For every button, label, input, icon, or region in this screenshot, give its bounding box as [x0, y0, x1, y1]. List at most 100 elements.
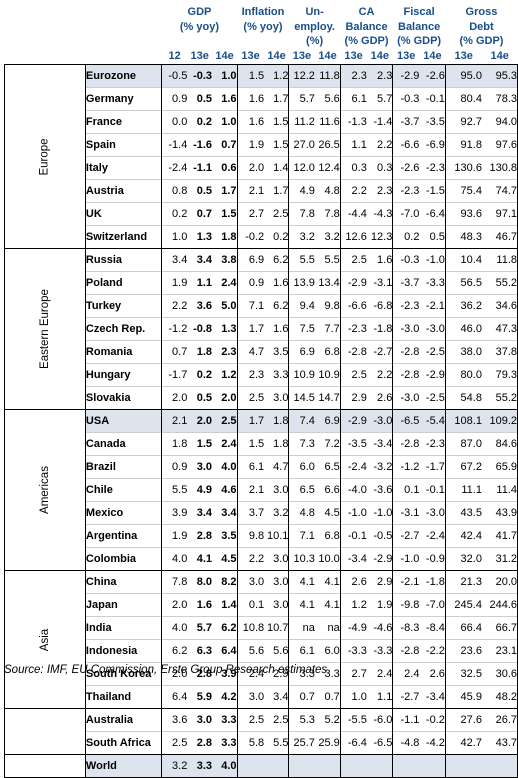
- empty-cell: [236, 754, 265, 778]
- value-cell: 0.2: [264, 225, 289, 249]
- value-cell: 1.6: [187, 593, 213, 617]
- country-cell: South Africa: [85, 731, 162, 755]
- value-cell: 2.5: [212, 409, 238, 433]
- value-cell: 80.4: [444, 87, 482, 111]
- value-cell: 12.0: [288, 156, 315, 180]
- value-cell: -6.4: [339, 731, 367, 755]
- value-cell: 2.9: [366, 570, 393, 594]
- value-cell: 2.3: [212, 340, 238, 364]
- value-cell: -3.3: [419, 271, 446, 295]
- value-cell: 0.7: [288, 685, 315, 709]
- table-row: India 4.0 5.7 6.2 10.8 10.7 na na -4.9 -4.6 -8.3 -8…: [5, 616, 518, 640]
- value-cell: 0.1: [392, 478, 420, 502]
- country-cell: Russia: [85, 248, 162, 272]
- country-cell: World: [84, 754, 162, 778]
- country-cell: Argentina: [85, 524, 162, 548]
- value-cell: 5.0: [212, 294, 238, 318]
- value-cell: 3.6: [187, 294, 213, 318]
- value-cell: 1.3: [187, 225, 213, 249]
- value-cell: 7.2: [314, 432, 341, 456]
- value-cell: 5.6: [314, 87, 341, 111]
- value-cell: 1.6: [212, 87, 238, 111]
- value-cell: -1.0: [366, 501, 393, 525]
- empty-cell: [419, 754, 446, 778]
- value-cell: -2.6: [392, 156, 420, 180]
- empty-cell: [264, 754, 289, 778]
- ca-year-13e: 13e: [340, 48, 367, 65]
- value-cell: -2.3: [419, 156, 446, 180]
- value-cell: 7.4: [288, 409, 315, 433]
- table-row: Japan 2.0 1.6 1.4 0.1 3.0 4.1 4.1 1.2 1.9 -9.8 -7.0…: [5, 593, 518, 617]
- value-cell: -4.8: [392, 731, 420, 755]
- value-cell: -3.0: [392, 386, 420, 410]
- value-cell: 5.7: [366, 87, 393, 111]
- value-cell: -1.6: [187, 133, 213, 157]
- value-cell: 43.5: [444, 501, 482, 525]
- value-cell: 0.2: [161, 202, 188, 226]
- value-cell: -0.2: [419, 708, 446, 732]
- value-cell: 1.1: [339, 133, 367, 157]
- region-label: Asia: [4, 570, 86, 709]
- country-cell: Hungary: [85, 363, 162, 387]
- value-cell: 3.4: [161, 248, 188, 272]
- country-cell: Poland: [85, 271, 162, 295]
- value-cell: 7.8: [314, 202, 341, 226]
- value-cell: -1.4: [161, 133, 188, 157]
- value-cell: 9.8: [314, 294, 341, 318]
- value-cell: 1.9: [161, 524, 188, 548]
- value-cell: 2.5: [161, 731, 188, 755]
- value-cell: 92.7: [444, 110, 482, 134]
- value-cell: 3.3: [264, 363, 289, 387]
- unemploy-header-line2: employ.: [294, 21, 335, 33]
- value-cell: 9.8: [236, 524, 265, 548]
- value-cell: 48.3: [444, 225, 482, 249]
- value-cell: 41.7: [481, 524, 518, 548]
- value-cell: 2.2: [236, 547, 265, 571]
- value-cell: 7.5: [288, 317, 315, 341]
- table-row: Brazil 0.9 3.0 4.0 6.1 4.7 6.0 6.5 -2.4 -3.2 -1.2-…: [5, 455, 518, 479]
- value-cell: 43.9: [481, 501, 518, 525]
- table-row: Romania 0.7 1.8 2.3 4.7 3.5 6.9 6.8 -2.8 -2.7 -2.8…: [5, 340, 518, 364]
- table-row: Spain -1.4 -1.6 0.7 1.9 1.5 27.0 26.5 1.1 2.2 -6.6…: [5, 133, 518, 157]
- value-cell: 1.5: [212, 202, 238, 226]
- value-cell: 0.7: [212, 133, 238, 157]
- value-cell: 1.8: [264, 432, 289, 456]
- value-cell: -2.5: [419, 386, 446, 410]
- value-cell: 42.7: [444, 731, 482, 755]
- value-cell: -2.3: [419, 432, 446, 456]
- value-cell: 3.2: [288, 225, 315, 249]
- country-cell: France: [85, 110, 162, 134]
- value-cell: 0.2: [187, 363, 213, 387]
- value-cell: 1.1: [187, 271, 213, 295]
- value-cell: -9.8: [392, 593, 420, 617]
- value-cell: -1.7: [419, 455, 446, 479]
- value-cell: 2.5: [264, 202, 289, 226]
- value-cell: -3.1: [366, 271, 393, 295]
- value-cell: 55.2: [481, 271, 518, 295]
- value-cell: 6.0: [314, 639, 341, 663]
- value-cell: -4.4: [339, 202, 367, 226]
- value-cell: 1.8: [264, 409, 289, 433]
- value-cell: -1.7: [161, 363, 188, 387]
- empty-cell: [288, 754, 315, 778]
- value-cell: 0.5: [187, 87, 213, 111]
- value-cell: 2.5: [264, 708, 289, 732]
- value-cell: 5.9: [187, 685, 213, 709]
- value-cell: 47.3: [481, 317, 518, 341]
- value-cell: -0.5: [161, 64, 188, 88]
- value-cell: 0.3: [339, 156, 367, 180]
- country-cell: Indonesia: [85, 639, 162, 663]
- value-cell: -2.1: [392, 570, 420, 594]
- value-cell: 0.5: [419, 225, 446, 249]
- value-cell: -2.8: [339, 340, 367, 364]
- country-cell: Eurozone: [85, 64, 162, 88]
- value-cell: 23.1: [481, 639, 518, 663]
- value-cell: -8.4: [419, 616, 446, 640]
- value-cell: 2.6: [339, 570, 367, 594]
- value-cell: 0.9: [161, 87, 188, 111]
- value-cell: 45.9: [444, 685, 482, 709]
- table-row: Turkey 2.2 3.6 5.0 7.1 6.2 9.4 9.8 -6.6 -6.8 -2.3-…: [5, 294, 518, 318]
- table-row: Chile 5.5 4.9 4.6 2.1 3.0 6.5 6.6 -4.0 -3.6 0.1 -0.…: [5, 478, 518, 502]
- value-cell: 1.0: [339, 685, 367, 709]
- value-cell: 4.6: [212, 478, 238, 502]
